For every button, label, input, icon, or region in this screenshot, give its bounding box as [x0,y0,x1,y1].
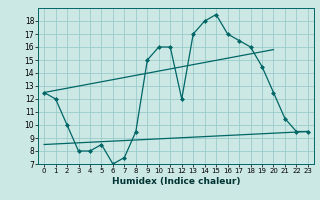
X-axis label: Humidex (Indice chaleur): Humidex (Indice chaleur) [112,177,240,186]
